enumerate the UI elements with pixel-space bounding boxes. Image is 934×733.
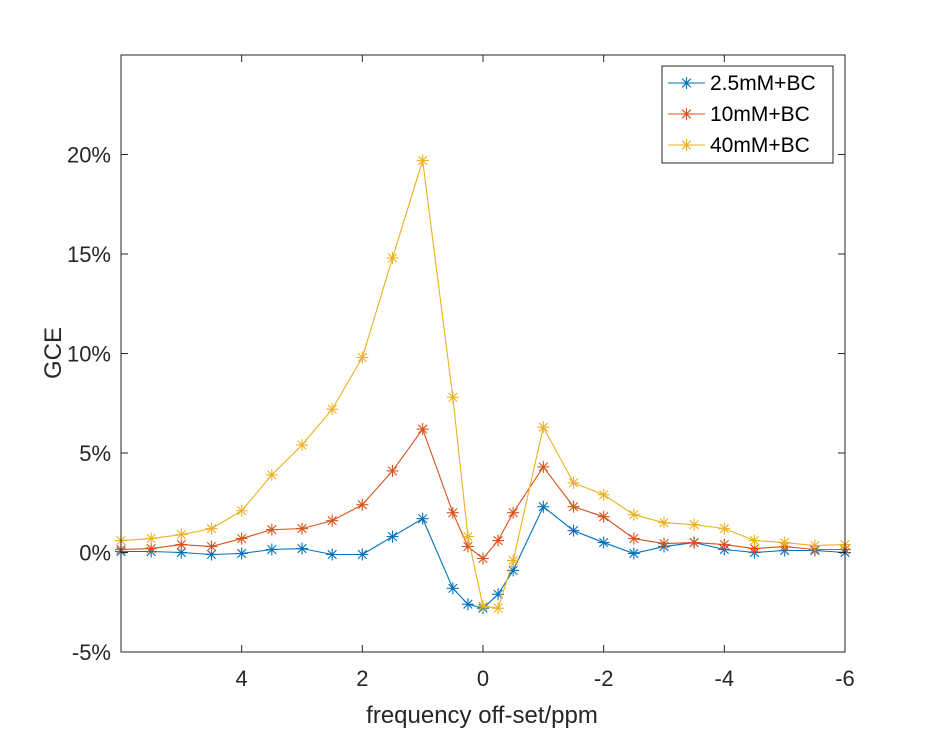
data-point [688,518,701,531]
legend-label: 40mM+BC [710,134,810,157]
legend-marker [680,108,693,120]
x-tick-label: 2 [356,666,368,691]
data-point [597,488,610,501]
legend-entry-2: 10mM+BC [668,103,810,126]
data-point [326,514,339,527]
x-tick-label: -4 [715,666,735,691]
data-point [688,536,701,549]
data-point [658,537,670,550]
data-point [386,251,399,264]
data-point [718,538,731,551]
data-point [567,524,580,537]
data-point [205,540,218,553]
data-point [265,543,278,556]
series-3 [115,154,851,615]
y-tick-label: -5% [72,640,111,665]
data-point [386,530,399,543]
legend-entry-1: 2.5mM+BC [668,72,816,95]
data-point [492,534,505,547]
data-point [296,439,308,452]
data-point [356,351,369,364]
data-point [778,536,791,549]
data-point [446,582,459,595]
y-axis-title: GCE [40,327,67,379]
data-point [507,506,520,519]
data-point [567,476,580,489]
data-point [446,391,459,404]
y-tick-label: 0% [79,541,111,566]
data-point [235,532,248,545]
data-point [597,510,610,523]
data-point [326,403,339,416]
data-point [296,542,308,555]
data-point [175,528,188,541]
data-point [718,522,731,535]
data-point [748,534,761,547]
legend-marker [680,139,693,151]
data-point [808,539,821,552]
data-point [461,598,474,611]
data-point [416,512,429,525]
data-point [597,536,610,549]
data-point [265,468,278,481]
data-point [326,548,339,561]
data-point [416,154,429,167]
x-tick-label: 4 [236,666,248,691]
x-axis-title: frequency off-set/ppm [366,702,598,729]
y-tick-label: 5% [79,441,111,466]
data-point [492,602,505,615]
data-point [265,523,278,536]
x-tick-label: 0 [477,666,489,691]
data-point [296,522,308,535]
data-point [446,506,459,519]
legend-label: 2.5mM+BC [710,72,816,95]
data-point [537,421,550,434]
data-point [175,538,188,551]
y-tick-label: 10% [67,342,111,367]
data-point [658,516,670,529]
legend-marker [680,77,693,89]
data-point [416,423,429,436]
data-point [627,532,640,545]
data-point [356,548,369,561]
data-point [235,504,248,517]
y-tick-label: 15% [67,242,111,267]
data-point [627,547,640,560]
data-point [477,600,489,613]
data-point [461,530,474,543]
data-point [567,500,580,513]
data-point [235,547,248,560]
data-point [145,532,158,545]
x-tick-label: -6 [835,666,855,691]
data-point [477,552,489,565]
x-tick-label: -2 [594,666,614,691]
tick-layer: 4 2 0 -2 -4 -6 -5% 0% 5% 10% 15% 20% [67,55,855,691]
legend-entry-3: 40mM+BC [668,134,810,157]
legend-label: 10mM+BC [710,103,810,126]
data-point [386,464,399,477]
data-point [627,508,640,521]
data-point [507,554,520,567]
data-point [537,460,550,473]
data-point [205,522,218,535]
legend: 2.5mM+BC 10mM+BC 40mM+BC [661,65,834,164]
data-point [356,498,369,511]
data-point [537,500,550,513]
y-tick-label: 20% [67,143,111,168]
series-layer [115,154,851,615]
